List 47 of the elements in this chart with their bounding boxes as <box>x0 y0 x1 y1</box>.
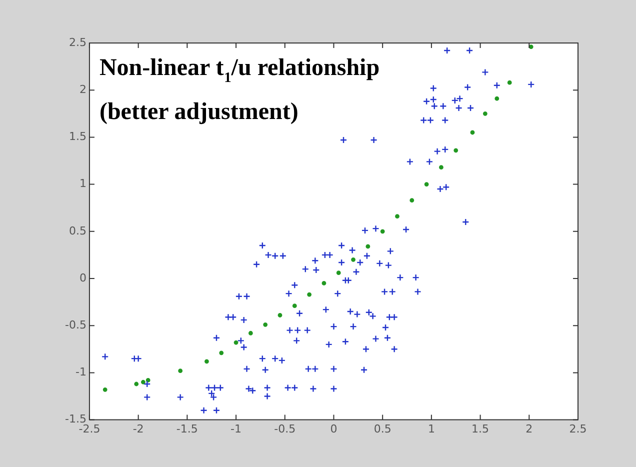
point <box>528 44 534 49</box>
x-tick-label: -2 <box>132 422 144 436</box>
point <box>454 148 458 153</box>
point <box>410 198 414 203</box>
y-tick-label: -1 <box>75 366 86 379</box>
point <box>134 382 139 386</box>
point <box>178 368 183 374</box>
y-tick-label: 0.5 <box>68 224 86 238</box>
y-tick-label: 1.5 <box>68 130 86 144</box>
point <box>248 330 253 336</box>
point <box>219 350 224 356</box>
point <box>307 292 312 297</box>
point <box>366 244 370 249</box>
x-tick-label: 0 <box>330 422 338 436</box>
x-tick-label: 1 <box>428 422 435 436</box>
point <box>424 182 429 186</box>
y-tick-label: 2 <box>79 82 86 96</box>
point <box>336 270 341 276</box>
point <box>380 229 385 234</box>
point <box>507 80 512 85</box>
point <box>278 313 282 318</box>
point <box>470 130 475 135</box>
point <box>292 304 297 308</box>
point <box>395 214 400 219</box>
x-tick-label: -1 <box>230 422 242 436</box>
point <box>494 96 500 101</box>
y-tick-label: 0 <box>79 271 86 284</box>
point <box>263 322 268 327</box>
point <box>234 340 238 345</box>
x-tick-label: -1.5 <box>176 422 198 436</box>
x-tick-label: 1.5 <box>472 422 490 436</box>
point <box>102 387 108 392</box>
point <box>322 281 326 286</box>
y-tick-label: 2.5 <box>68 36 86 49</box>
x-tick-label: 0.5 <box>374 422 392 436</box>
point <box>351 257 356 262</box>
x-tick-label: 2.5 <box>569 422 587 436</box>
point <box>482 111 488 116</box>
y-tick-label: -0.5 <box>64 318 86 332</box>
y-tick-label: 1 <box>79 177 86 190</box>
text: (better adjustment) <box>99 99 298 125</box>
x-tick-label: -0.5 <box>274 422 296 436</box>
point <box>146 378 150 382</box>
point <box>439 165 444 170</box>
point <box>141 380 146 384</box>
point <box>204 359 209 364</box>
x-tick-label: 2 <box>526 422 533 436</box>
